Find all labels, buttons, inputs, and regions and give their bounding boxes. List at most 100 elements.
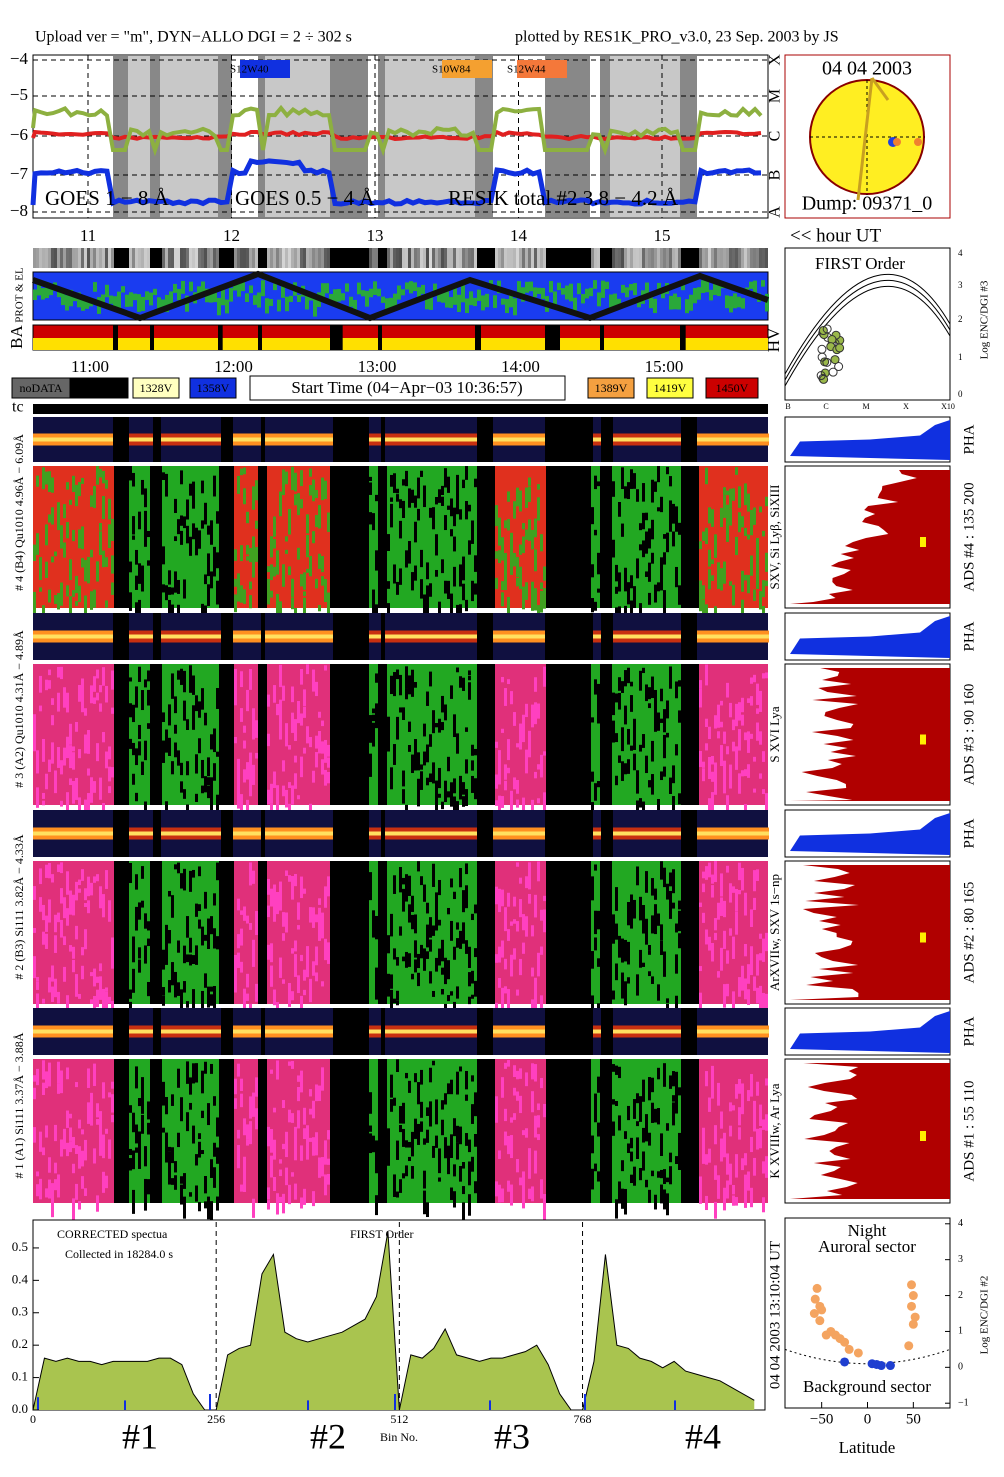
pha-gap (353, 613, 357, 660)
spectrogram-column (375, 466, 378, 608)
spectrogram-streak (753, 1100, 756, 1123)
pha-core (625, 634, 629, 639)
spectrogram-column (279, 1059, 282, 1203)
pha-core (697, 1029, 701, 1034)
pha-gap (601, 810, 605, 857)
spectrogram-streak (312, 1137, 315, 1156)
spectrogram-streak (654, 584, 657, 603)
spectrogram-streak (39, 587, 42, 592)
spectrogram-streak (594, 687, 597, 695)
spectrogram-streak (390, 474, 393, 487)
spectrogram-streak (513, 777, 516, 790)
brightness-strip (498, 248, 501, 268)
spectrogram-column (759, 861, 762, 1004)
spectrogram-streak (627, 1143, 630, 1154)
spectrogram-streak (531, 1186, 534, 1202)
spectrogram-streak (672, 1071, 675, 1087)
y-tick-label: 0 (958, 1362, 963, 1373)
x-axis-label: Bin No. (380, 1430, 418, 1444)
spectrogram-column (726, 1059, 729, 1203)
orbit-patch (93, 282, 97, 292)
spectrogram-streak (660, 688, 663, 702)
brightness-strip (645, 248, 648, 268)
orbit-patch (605, 281, 609, 290)
pha-core (249, 1029, 253, 1034)
pha-core (537, 437, 541, 442)
scatter-point (812, 1283, 822, 1293)
spectrogram-streak (138, 959, 141, 973)
pha-gap (589, 1008, 593, 1055)
spectrogram-streak (417, 752, 420, 771)
spectrogram-streak (312, 533, 315, 544)
pha-gap (333, 810, 337, 857)
pha-core (501, 831, 505, 836)
spectrogram-streak (318, 605, 321, 612)
brightness-strip (501, 248, 504, 268)
pha-core (405, 831, 409, 836)
spectrogram-streak (447, 1153, 450, 1175)
spectrogram-streak (621, 681, 624, 693)
spectrogram-streak (750, 909, 753, 927)
spectrogram-streak (297, 495, 300, 516)
brightness-strip (540, 248, 543, 268)
spectrogram-column (411, 466, 414, 608)
spectrogram-streak (324, 480, 327, 500)
spectrogram-streak (273, 685, 276, 703)
orbit-patch (141, 296, 145, 312)
spectrogram-streak (594, 937, 597, 951)
pha-core (405, 1029, 409, 1034)
spectrogram-streak (234, 578, 237, 587)
spectrogram-column (303, 466, 306, 608)
pha-core (429, 437, 433, 442)
first-order-point (828, 367, 838, 377)
spectrogram-streak (63, 687, 66, 708)
spectrogram-streak (300, 995, 303, 1010)
spectrogram-streak (282, 564, 285, 587)
spectrogram-streak (279, 957, 282, 978)
pha-core (297, 634, 301, 639)
spectrogram-column (252, 861, 255, 1004)
spectrogram-streak (528, 519, 531, 541)
pha-core (145, 1029, 149, 1034)
spectrogram-streak (216, 511, 219, 524)
spectrogram-streak (741, 1083, 744, 1102)
spectrogram-streak (426, 924, 429, 948)
first-order-curve (784, 285, 951, 387)
brightness-strip (234, 248, 237, 268)
spectrogram-column (504, 466, 507, 608)
brightness-strip (351, 248, 354, 268)
spectrogram-streak (171, 674, 174, 699)
spectrogram-streak (237, 475, 240, 494)
orbit-patch (125, 294, 129, 307)
spectrogram-streak (180, 781, 183, 793)
pha-core (721, 634, 725, 639)
spectrogram-streak (303, 969, 306, 981)
spectrogram-streak (762, 789, 765, 795)
spectrogram-streak (738, 1127, 741, 1140)
spectrogram-streak (645, 1179, 648, 1188)
spectrogram-streak (597, 552, 600, 575)
pha-core (369, 1029, 373, 1034)
spectrogram-column (273, 1059, 276, 1203)
spectrogram-streak (744, 527, 747, 536)
spectrogram-streak (213, 1142, 216, 1157)
spectrogram-streak (45, 864, 48, 878)
pha-core (765, 634, 769, 639)
spectrogram-streak (501, 940, 504, 958)
spectrogram-streak (291, 712, 294, 733)
pha-core (741, 1029, 745, 1034)
orbit-patch (325, 283, 329, 294)
spectrogram-streak (543, 792, 546, 817)
pha-gap (545, 810, 549, 857)
brightness-strip (708, 248, 711, 268)
spectrogram-streak (243, 1172, 246, 1192)
spectrogram-streak (111, 947, 114, 969)
pha-core (165, 831, 169, 836)
pha-gap (333, 417, 337, 462)
spectrogram-streak (168, 890, 171, 897)
spectrogram-streak (291, 991, 294, 1001)
spectrogram-streak (255, 752, 258, 759)
pha-core (529, 831, 533, 836)
brightness-strip (159, 248, 162, 268)
spectrogram-streak (699, 902, 702, 907)
